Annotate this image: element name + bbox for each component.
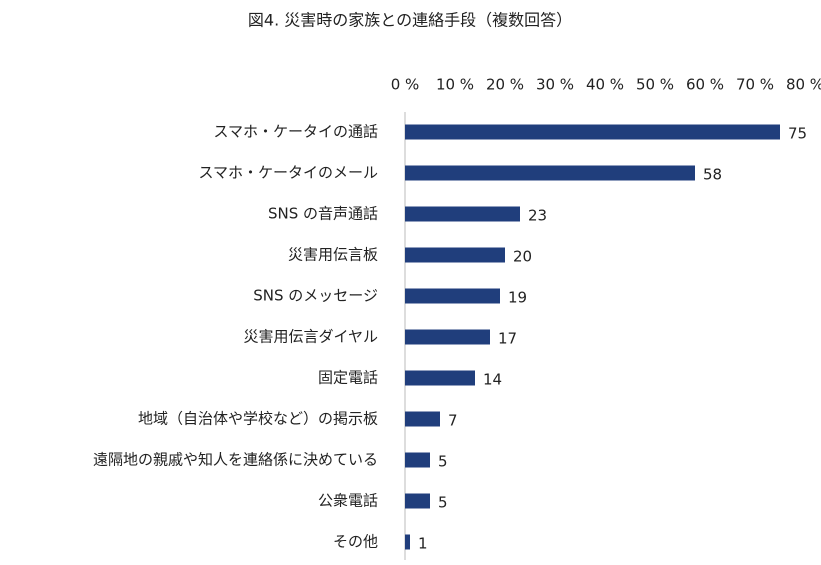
chart-title: 図4. 災害時の家族との連絡手段（複数回答） <box>248 11 572 30</box>
value-label: 20 <box>513 248 532 266</box>
bar <box>405 165 695 181</box>
bar <box>405 124 780 140</box>
bar <box>405 452 430 468</box>
value-label: 75 <box>788 125 807 143</box>
bar <box>405 534 410 550</box>
category-label: 災害用伝言板 <box>288 246 378 264</box>
x-tick-label: 80 % <box>786 76 821 94</box>
category-label: 災害用伝言ダイヤル <box>243 328 378 346</box>
category-label: 遠隔地の親戚や知人を連絡係に決めている <box>93 451 378 469</box>
category-label: 公衆電話 <box>318 492 378 510</box>
value-label: 7 <box>448 412 458 430</box>
category-label: SNS のメッセージ <box>253 287 378 305</box>
x-tick-label: 60 % <box>686 76 724 94</box>
x-tick-label: 20 % <box>486 76 524 94</box>
category-label: スマホ・ケータイの通話 <box>213 123 378 141</box>
category-label: 地域（自治体や学校など）の掲示板 <box>138 410 378 428</box>
category-label: SNS の音声通話 <box>268 205 378 223</box>
category-label: 固定電話 <box>318 369 378 387</box>
bar <box>405 329 490 345</box>
bar <box>405 411 440 427</box>
bar <box>405 370 475 386</box>
bar <box>405 206 520 222</box>
x-tick-label: 10 % <box>436 76 474 94</box>
value-label: 23 <box>528 207 547 225</box>
value-label: 17 <box>498 330 517 348</box>
value-label: 19 <box>508 289 527 307</box>
x-tick-label: 40 % <box>586 76 624 94</box>
value-label: 5 <box>438 453 448 471</box>
value-label: 14 <box>483 371 502 389</box>
bar <box>405 493 430 509</box>
x-tick-label: 0 % <box>391 76 420 94</box>
value-label: 1 <box>418 535 428 553</box>
category-label: スマホ・ケータイのメール <box>198 164 378 182</box>
value-label: 58 <box>703 166 722 184</box>
category-label: その他 <box>333 533 378 551</box>
x-tick-label: 50 % <box>636 76 674 94</box>
bar <box>405 247 505 263</box>
x-tick-label: 70 % <box>736 76 774 94</box>
bar <box>405 288 500 304</box>
x-tick-label: 30 % <box>536 76 574 94</box>
value-label: 5 <box>438 494 448 512</box>
